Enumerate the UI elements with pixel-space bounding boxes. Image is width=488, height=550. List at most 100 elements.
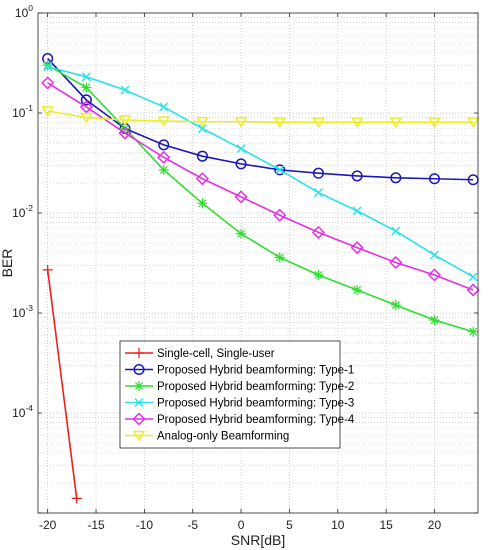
data-point — [429, 315, 440, 326]
data-point — [468, 272, 478, 282]
x-tick-label: 20 — [428, 518, 442, 532]
data-point — [80, 94, 92, 106]
y-tick-label-base: 10 — [12, 106, 26, 120]
data-point — [195, 172, 209, 186]
data-point — [313, 269, 324, 280]
legend-marker — [132, 412, 146, 426]
data-point — [196, 116, 209, 128]
x-tick-label: 10 — [331, 518, 345, 532]
y-tick-label-base: 10 — [12, 406, 26, 420]
legend-entry: Proposed Hybrid beamforming: Type-4 — [125, 412, 355, 426]
x-tick-label: -5 — [187, 518, 198, 532]
y-tick-label-exponent: -2 — [25, 203, 33, 213]
x-tick-label: -20 — [39, 518, 57, 532]
data-point — [236, 228, 247, 239]
x-tick-label: 15 — [379, 518, 393, 532]
data-point — [389, 255, 403, 270]
data-point — [197, 198, 208, 209]
legend: Single-cell, Single-user Proposed Hybrid … — [119, 340, 355, 449]
y-tick-label-exponent: 0 — [28, 3, 33, 13]
data-point — [234, 116, 248, 128]
series-line — [47, 110, 474, 123]
legend-entry: Proposed Hybrid beamforming: Type-1 — [125, 363, 354, 377]
legend-label: Proposed Hybrid beamforming: Type-4 — [157, 414, 355, 426]
data-point — [197, 123, 207, 133]
data-point — [468, 326, 479, 337]
data-point — [312, 167, 324, 179]
data-point — [313, 188, 323, 198]
data-point — [235, 158, 247, 170]
data-point — [157, 150, 171, 164]
legend-entry: Proposed Hybrid beamforming: Type-2 — [125, 381, 354, 393]
data-point — [352, 284, 363, 295]
data-point — [391, 226, 401, 236]
data-point — [43, 62, 53, 72]
y-tick-label-exponent: -4 — [25, 403, 33, 413]
y-tick-label: 10-3 — [12, 303, 33, 320]
data-point — [352, 206, 362, 216]
legend-label: Single-cell, Single-user — [157, 348, 275, 360]
plot-border — [37, 12, 479, 514]
data-point — [274, 252, 285, 263]
data-point — [275, 165, 285, 175]
data-point — [312, 117, 325, 129]
legend-marker — [134, 348, 144, 358]
data-point — [158, 164, 169, 175]
series-line — [47, 64, 474, 333]
series-4 — [43, 62, 478, 282]
data-point — [42, 264, 53, 275]
data-point — [390, 300, 401, 311]
data-point — [71, 493, 82, 504]
legend-label: Proposed Hybrid beamforming: Type-2 — [157, 381, 354, 393]
legend-marker — [133, 363, 145, 376]
data-point — [157, 116, 171, 128]
series-line — [47, 65, 474, 278]
y-axis-label: BER — [0, 249, 15, 278]
data-point — [466, 117, 480, 129]
x-tick-label: 0 — [238, 518, 245, 532]
series-3 — [42, 60, 479, 337]
y-tick-label: 10-4 — [12, 403, 33, 420]
y-tick-label-base: 10 — [15, 6, 29, 20]
legend-label: Proposed Hybrid beamforming: Type-3 — [157, 398, 354, 410]
legend-entry: Analog-only Beamforming — [125, 431, 289, 443]
data-point — [41, 106, 54, 117]
data-point — [41, 76, 55, 90]
y-tick-label: 100 — [15, 3, 33, 20]
y-tick-label-exponent: -1 — [25, 103, 33, 113]
data-point — [428, 117, 441, 129]
data-point — [79, 100, 93, 114]
data-point — [196, 150, 208, 162]
data-point — [389, 117, 403, 129]
data-point — [311, 225, 326, 239]
data-point — [42, 60, 53, 71]
data-point — [158, 139, 170, 151]
y-tick-label: 10-1 — [12, 103, 33, 120]
data-point — [350, 241, 364, 255]
legend-marker — [134, 398, 144, 407]
axis-ticks — [38, 12, 478, 514]
data-point — [236, 144, 246, 154]
legend-entry: Proposed Hybrid beamforming: Type-3 — [125, 398, 354, 410]
data-point — [274, 164, 286, 176]
x-tick-label: -15 — [87, 518, 105, 532]
y-tick-label-base: 10 — [12, 206, 26, 220]
data-point — [118, 126, 132, 140]
data-point — [120, 85, 130, 95]
series-6 — [41, 106, 480, 129]
series-line — [46, 269, 78, 499]
x-tick-label: -10 — [136, 518, 154, 532]
legend-marker — [132, 430, 146, 442]
data-point — [80, 112, 93, 124]
legend-box — [119, 340, 341, 449]
data-point — [273, 117, 287, 129]
data-point — [427, 268, 442, 282]
data-point — [428, 173, 441, 185]
series-line — [47, 58, 474, 181]
data-point — [429, 250, 439, 260]
data-point — [350, 117, 364, 129]
data-point — [273, 208, 287, 222]
data-point — [118, 115, 132, 127]
y-tick-label-base: 10 — [12, 306, 26, 320]
